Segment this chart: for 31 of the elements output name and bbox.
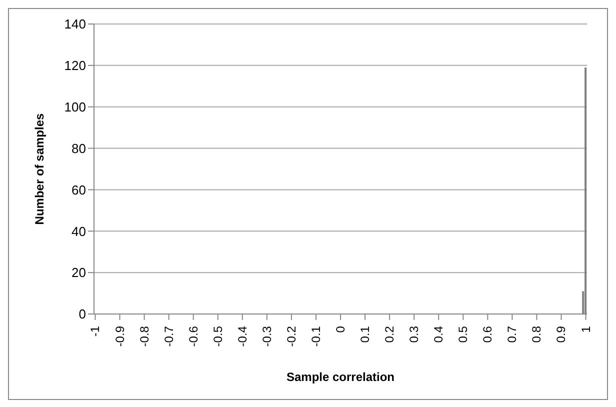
y-tick-label: 60 — [72, 182, 86, 198]
y-tick-label: 0 — [78, 306, 86, 322]
y-tick-label: 140 — [64, 16, 86, 32]
y-tick-label: 20 — [72, 265, 86, 280]
x-tick-label: 0.5 — [456, 326, 470, 343]
x-axis-title: Sample correlation — [286, 370, 395, 384]
x-tick-label: 0.3 — [407, 326, 422, 343]
x-tick-label: -0.7 — [162, 326, 176, 347]
x-tick-label: -0.9 — [112, 326, 127, 347]
x-tick-label: 0.8 — [530, 326, 544, 343]
y-tick-label: 40 — [72, 224, 86, 239]
x-tick-label: -0.3 — [260, 326, 274, 347]
x-tick-label: 0 — [334, 326, 348, 333]
x-tick-label: 0.9 — [554, 326, 568, 343]
x-tick-label: 1 — [578, 326, 593, 333]
x-tick-label: -0.4 — [235, 326, 250, 347]
y-tick-label: 120 — [64, 58, 86, 74]
x-tick-label: 0.4 — [432, 326, 446, 343]
x-tick-label: -0.8 — [137, 326, 152, 347]
x-tick-label: -0.5 — [210, 326, 225, 347]
y-tick-label: 80 — [72, 140, 86, 156]
y-axis-title: Number of samples — [32, 113, 46, 225]
x-tick-label: -0.2 — [284, 326, 298, 347]
x-tick-label: 0.2 — [382, 326, 397, 343]
x-tick-label: -1 — [88, 326, 102, 337]
x-tick-label: 0.7 — [505, 326, 520, 343]
y-tick-label: 100 — [64, 99, 86, 114]
x-tick-label: 0.6 — [480, 326, 495, 343]
x-tick-label: -0.6 — [186, 326, 200, 347]
x-tick-label: -0.1 — [308, 326, 323, 347]
x-tick-label: 0.1 — [358, 326, 372, 343]
